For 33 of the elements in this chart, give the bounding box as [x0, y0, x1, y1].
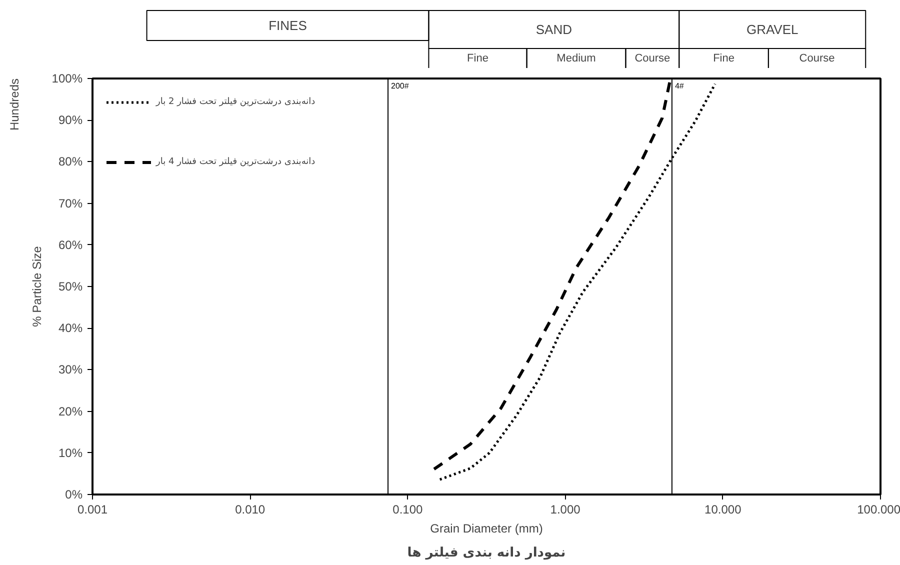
y-tick-label: 100%	[52, 72, 83, 86]
text: Medium	[556, 52, 596, 64]
y-tick-label: 50%	[58, 280, 83, 294]
text: Fine	[467, 52, 488, 64]
legend-label: دانه‌بندی درشت‌ترین فیلتر تحت فشار 2 بار	[156, 97, 316, 107]
text: Course	[634, 52, 670, 64]
x-tick-label: 0.001	[77, 502, 108, 516]
y-axis-title: % Particle Size	[30, 246, 44, 327]
y-tick-label: 90%	[58, 113, 83, 128]
y-tick-label: 80%	[58, 154, 83, 169]
y-tick-label: 70%	[58, 196, 83, 210]
x-tick-label: 0.100	[392, 502, 424, 516]
x-tick-label: 0.010	[235, 502, 266, 516]
text: FINES	[268, 18, 308, 33]
y-tick-label: 30%	[58, 362, 83, 377]
y-tick-label: 60%	[58, 238, 83, 252]
text: GRAVEL	[746, 22, 798, 37]
text: نمودار دانه بندی فیلتر ها	[407, 546, 566, 560]
y-tick-label: 10%	[58, 446, 83, 460]
x-axis-title: Grain Diameter (mm)	[430, 522, 543, 536]
y-tick-label: 20%	[58, 404, 83, 418]
annotation: 4#	[674, 82, 684, 90]
y-tick-label: 40%	[58, 321, 83, 336]
x-tick-label: 100.000	[857, 502, 900, 516]
x-tick-label: 1.000	[550, 502, 581, 516]
text: SAND	[536, 22, 572, 37]
x-tick-label: 10.000	[704, 502, 742, 516]
text: Hundreds	[8, 78, 22, 131]
legend-label: دانه‌بندی درشت‌ترین فیلتر تحت فشار 4 بار	[156, 157, 316, 167]
text: Course	[799, 52, 835, 64]
annotation: 200#	[391, 82, 410, 90]
text: Fine	[713, 52, 734, 64]
y-tick-label: 0%	[65, 488, 83, 502]
